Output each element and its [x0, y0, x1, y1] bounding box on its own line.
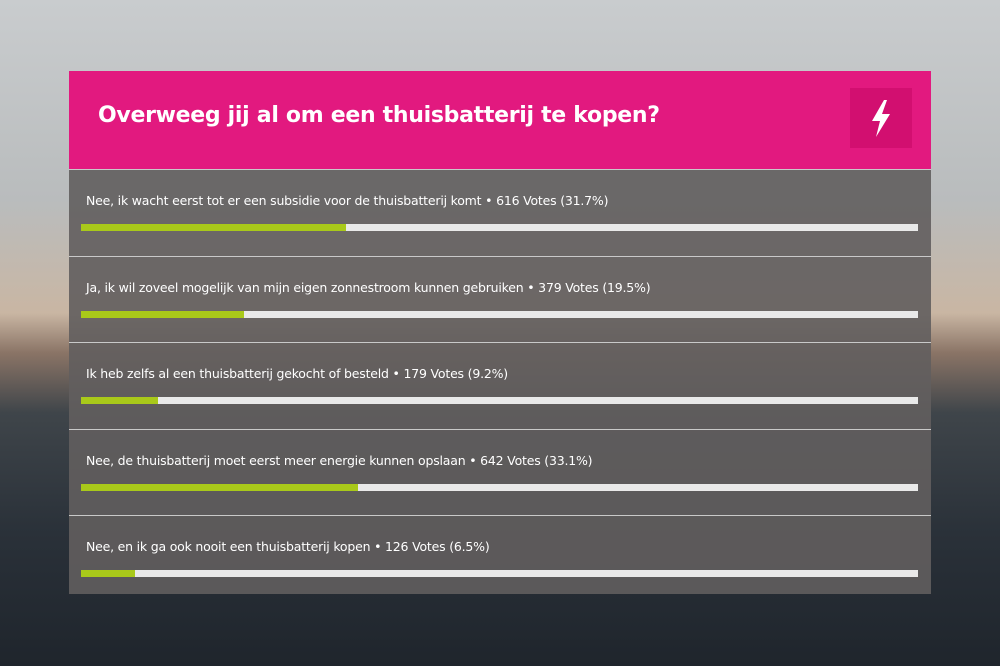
poll-option[interactable]: Nee, en ik ga ook nooit een thuisbatteri…	[69, 515, 931, 594]
progress-bar	[81, 310, 245, 318]
poll-option[interactable]: Ik heb zelfs al een thuisbatterij gekoch…	[69, 342, 931, 429]
option-label: Ik heb zelfs al een thuisbatterij gekoch…	[86, 366, 508, 381]
progress-track	[81, 224, 918, 231]
progress-track	[81, 310, 918, 318]
option-label: Nee, en ik ga ook nooit een thuisbatteri…	[86, 539, 490, 554]
progress-bar	[81, 224, 347, 231]
progress-bar	[81, 483, 359, 491]
option-label: Nee, de thuisbatterij moet eerst meer en…	[86, 452, 593, 468]
poll-title: Overweeg jij al om een thuisbatterij te …	[98, 103, 660, 128]
bolt	[872, 100, 890, 137]
poll-option[interactable]: Ja, ik wil zoveel mogelijk van mijn eige…	[69, 255, 931, 342]
poll-header: Overweeg jij al om een thuisbatterij te …	[69, 71, 931, 169]
poll-option[interactable]: Nee, ik wacht eerst tot er een subsidie …	[69, 169, 931, 256]
poll-option[interactable]: Nee, de thuisbatterij moet eerst meer en…	[69, 428, 931, 515]
lightning-icon	[850, 88, 912, 148]
progress-track	[81, 570, 918, 577]
option-label: Nee, ik wacht eerst tot er een subsidie …	[86, 193, 609, 208]
progress-bar	[81, 570, 136, 577]
progress-track	[81, 397, 918, 404]
progress-bar	[81, 397, 158, 404]
poll-options: Nee, ik wacht eerst tot er een subsidie …	[69, 169, 931, 594]
progress-track	[81, 483, 918, 491]
poll-panel: Overweeg jij al om een thuisbatterij te …	[69, 71, 931, 594]
option-label: Ja, ik wil zoveel mogelijk van mijn eige…	[86, 279, 651, 295]
icon-svg	[872, 100, 890, 137]
